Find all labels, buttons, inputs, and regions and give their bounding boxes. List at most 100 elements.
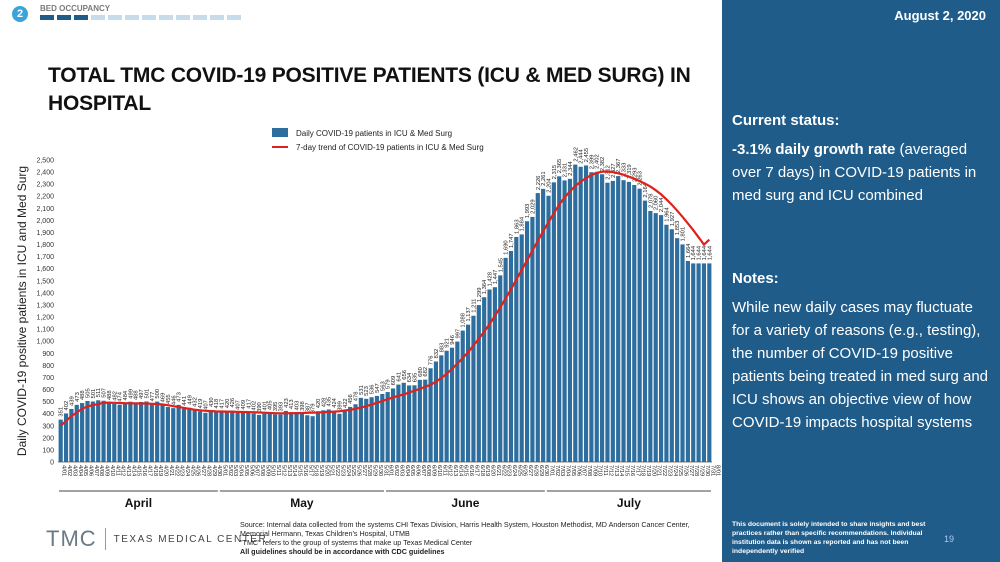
x-tick-label: 4/09	[104, 465, 110, 476]
notes-body: While new daily cases may fluctuate for …	[732, 299, 989, 431]
progress-segment	[125, 15, 139, 20]
bar-value-label: 499	[128, 389, 134, 399]
bar-value-label: 1,993	[525, 204, 531, 219]
y-tick-label: 2,300	[36, 182, 54, 189]
bar	[283, 410, 288, 462]
bar-value-label: 390	[257, 402, 263, 412]
y-tick-label: 2,000	[36, 218, 54, 225]
bar-value-label: 1,664	[686, 243, 692, 258]
x-tick-label: 6/02	[393, 465, 399, 476]
bar-value-label: 488	[80, 390, 86, 400]
progress-segment	[57, 15, 71, 20]
bar	[465, 324, 471, 462]
bar	[106, 403, 112, 462]
y-tick-label: 400	[42, 411, 54, 418]
x-tick-label: 7/03	[559, 465, 565, 476]
bar-value-label: 2,293	[632, 167, 638, 182]
source-note: Source: Internal data collected from the…	[240, 520, 710, 556]
x-tick-label: 4/13	[125, 465, 131, 476]
x-tick-label: 7/05	[570, 465, 576, 476]
month-label: June	[451, 496, 479, 510]
bar-value-label: 379	[311, 404, 317, 414]
bar-value-label: 563	[380, 381, 386, 391]
bar-value-label: 441	[182, 396, 188, 406]
bar-value-label: 2,333	[622, 163, 628, 178]
chart-container: Daily COVID-19 positive patients in ICU …	[0, 125, 722, 510]
bar	[348, 406, 353, 462]
bar-value-label: 403	[295, 401, 301, 411]
bar-value-label: 484	[123, 390, 129, 400]
x-tick-label: 4/22	[173, 465, 179, 476]
bar	[471, 315, 476, 462]
bar-value-label: 455	[166, 394, 172, 404]
bar-value-label: 417	[246, 399, 252, 409]
bar-value-label: 482	[112, 391, 118, 401]
bar	[133, 403, 138, 462]
x-tick-label: 4/16	[141, 465, 147, 476]
bar	[230, 410, 235, 462]
progress-segment	[227, 15, 241, 20]
progress-segment	[210, 15, 224, 20]
bar-value-label: 469	[161, 393, 167, 403]
summary-panel: August 2, 2020 Current status: -3.1% dai…	[722, 0, 1000, 562]
bar	[85, 400, 90, 462]
bar-value-label: 435	[327, 397, 333, 407]
x-tick-label: 7/19	[645, 465, 651, 476]
x-tick-label: 7/08	[586, 465, 592, 476]
bar-value-label: 2,261	[541, 171, 547, 186]
bar	[573, 164, 578, 462]
bar-value-label: 511	[96, 388, 102, 397]
x-tick-label: 6/24	[511, 465, 517, 477]
bar-value-label: 474	[118, 391, 124, 401]
y-tick-label: 1,600	[36, 266, 54, 273]
bar	[551, 182, 556, 462]
bar-value-label: 1,644	[707, 245, 713, 260]
source-line-3: All guidelines should be in accordance w…	[240, 547, 445, 556]
bar	[74, 404, 79, 462]
bar	[390, 388, 396, 462]
x-tick-label: 4/14	[130, 465, 136, 477]
bar-value-label: 446	[171, 395, 177, 405]
bar	[273, 414, 278, 462]
page-number: 19	[944, 534, 955, 544]
y-tick-label: 1,400	[36, 290, 54, 297]
bar	[578, 166, 583, 462]
bar	[535, 193, 540, 463]
bar-value-label: 2,263	[638, 171, 644, 186]
disclaimer: This document is solely intended to shar…	[732, 521, 926, 555]
x-tick-label: 6/13	[452, 465, 458, 476]
bar	[680, 244, 685, 462]
bar	[707, 263, 712, 462]
y-tick-label: 1,100	[36, 327, 54, 334]
x-tick-label: 4/21	[168, 465, 174, 476]
bar	[701, 263, 707, 462]
bar	[305, 415, 310, 462]
bar	[63, 413, 69, 462]
x-tick-label: 4/03	[71, 465, 77, 476]
x-tick-label: 5/07	[254, 465, 260, 476]
bar	[358, 397, 363, 462]
x-tick-label: 7/15	[624, 465, 630, 476]
bar	[396, 384, 401, 462]
x-tick-label: 6/03	[398, 465, 404, 476]
bar	[144, 401, 149, 462]
bar	[165, 407, 170, 462]
x-tick-label: 6/22	[500, 465, 506, 476]
progress-segment	[40, 15, 54, 20]
x-tick-label: 7/30	[704, 465, 710, 476]
bar-value-label: 393	[278, 402, 284, 412]
x-tick-label: 5/23	[339, 465, 345, 476]
bar-value-label: 413	[289, 399, 295, 409]
bar-value-label: 505	[85, 388, 91, 398]
x-tick-label: 6/07	[420, 465, 426, 476]
bar	[315, 411, 321, 462]
x-tick-label: 4/28	[205, 465, 211, 476]
bar-value-label: 432	[193, 397, 199, 407]
bar-value-label: 2,399	[589, 155, 595, 170]
bar	[460, 330, 465, 462]
x-tick-label: 6/16	[468, 465, 474, 476]
x-tick-label: 4/04	[77, 465, 83, 477]
bar	[444, 350, 449, 462]
x-tick-label: 4/15	[136, 465, 142, 476]
notes-heading: Notes:	[732, 270, 779, 287]
